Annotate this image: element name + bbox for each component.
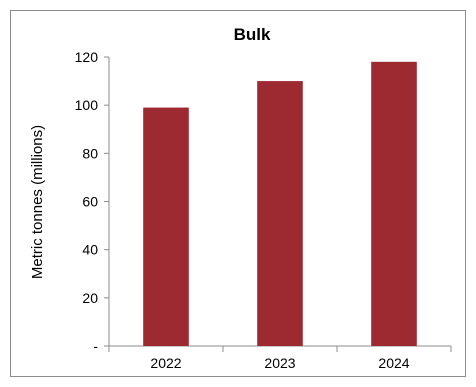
bar-2023 <box>257 81 303 346</box>
y-axis-label: Metric tonnes (millions) <box>29 125 46 279</box>
bar-2024 <box>371 61 417 347</box>
y-tick-label: 120 <box>75 49 99 65</box>
y-tick-label: 40 <box>82 242 98 258</box>
bar-2022 <box>143 107 189 346</box>
plot-area: - 20 40 60 80 100 120 2022 2023 2024 <box>75 49 452 371</box>
chart-title: Bulk <box>234 25 271 44</box>
y-tick-label: 20 <box>82 290 98 306</box>
y-tick-label: 80 <box>82 145 98 161</box>
y-tick-label: 60 <box>82 194 98 210</box>
x-tick-label: 2024 <box>378 355 409 371</box>
x-tick-label: 2023 <box>264 355 295 371</box>
y-tick-label: 100 <box>75 97 99 113</box>
x-tick-label: 2022 <box>150 355 181 371</box>
y-tick-label: - <box>93 338 98 354</box>
